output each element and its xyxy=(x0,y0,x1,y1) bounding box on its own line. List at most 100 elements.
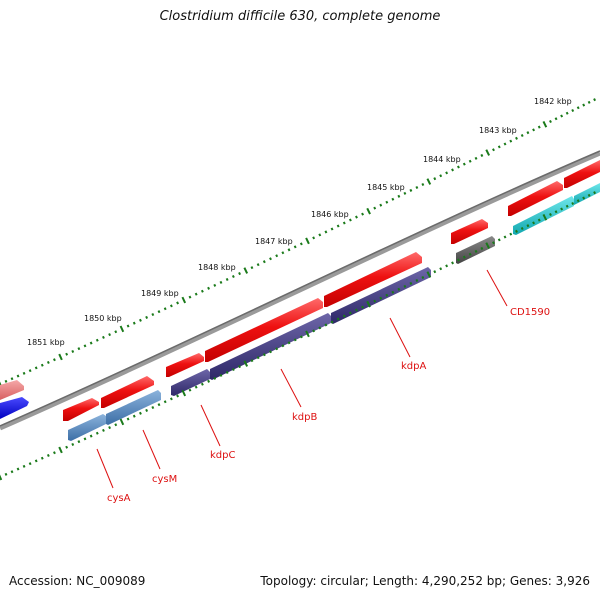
scale-labels: 1842 kbp 1843 kbp 1844 kbp 1845 kbp 1846 kbp… xyxy=(27,97,572,347)
scale-tick xyxy=(256,356,260,360)
cds-arrow xyxy=(63,398,99,421)
genome-summary-text: Topology: circular; Length: 4,290,252 bp… xyxy=(260,574,590,588)
scale-tick xyxy=(451,261,454,265)
scale-tick xyxy=(497,145,501,149)
scale-tick xyxy=(373,299,377,303)
scale-tick xyxy=(593,191,597,195)
scale-tick xyxy=(565,111,569,115)
scale-tick xyxy=(139,411,142,415)
scale-tick xyxy=(262,353,266,357)
scale-tick xyxy=(474,249,478,253)
scale-label: 1851 kbp xyxy=(27,338,65,347)
scale-tick xyxy=(439,174,443,178)
scale-tick xyxy=(324,323,328,327)
scale-tick xyxy=(145,408,149,412)
cds-arrow xyxy=(451,219,488,244)
scale-tick xyxy=(492,241,495,245)
scale-tick xyxy=(330,320,334,324)
scale-tick xyxy=(485,242,490,249)
scale-tick xyxy=(457,165,460,169)
scale-tick xyxy=(526,224,530,228)
scale-tick xyxy=(22,464,26,468)
scale-tick xyxy=(391,290,395,294)
scale-tick xyxy=(157,310,161,314)
scale-tick xyxy=(243,267,249,274)
cds-arrow xyxy=(564,160,600,188)
feature-block xyxy=(574,183,600,205)
scale-tick xyxy=(587,100,591,104)
scale-tick xyxy=(28,462,32,466)
gene-label-cd1590: CD1590 xyxy=(510,307,550,318)
scale-tick xyxy=(10,377,14,381)
scale-tick xyxy=(379,296,383,300)
scale-tick xyxy=(119,418,125,426)
scale-tick xyxy=(108,333,112,337)
gene-label-kdpc: kdpC xyxy=(210,450,235,461)
scale-tick xyxy=(312,329,316,333)
scale-tick xyxy=(445,264,449,268)
scale-tick xyxy=(468,252,472,256)
scale-tick xyxy=(238,272,241,276)
scale-tick xyxy=(83,437,87,441)
scale-tick xyxy=(188,388,192,392)
scale-tick xyxy=(318,233,322,237)
scale-tick xyxy=(114,330,118,334)
accession-text: Accession: NC_009089 xyxy=(9,574,146,588)
scale-tick xyxy=(571,201,575,206)
scale-tick xyxy=(213,283,217,287)
scale-tick xyxy=(336,317,340,321)
scale-tick xyxy=(157,403,161,407)
scale-tick xyxy=(480,246,484,250)
scale-tick xyxy=(366,300,371,308)
scale-tick xyxy=(542,120,548,128)
feature-block xyxy=(210,313,331,380)
scale-tick xyxy=(181,296,187,304)
scale-tick xyxy=(225,370,229,374)
scale-tick xyxy=(348,311,352,315)
scale-tick xyxy=(213,376,217,380)
scale-tick xyxy=(34,366,38,370)
scale-tick xyxy=(462,162,466,166)
scale-tick xyxy=(462,255,466,259)
scale-tick xyxy=(250,359,254,363)
scale-tick xyxy=(403,191,407,195)
scale-tick xyxy=(139,318,142,322)
scale-label: 1850 kbp xyxy=(84,314,122,323)
scale-tick xyxy=(312,236,316,240)
scale-tick xyxy=(169,304,173,308)
scale-tick xyxy=(207,379,210,383)
scale-tick xyxy=(207,286,210,290)
scale-tick xyxy=(65,352,69,356)
scale-tick xyxy=(71,442,75,446)
scale-tick xyxy=(554,117,558,121)
scale-label: 1846 kbp xyxy=(311,210,349,219)
scale-tick xyxy=(426,178,432,185)
scale-tick xyxy=(554,210,558,214)
scale-tick xyxy=(355,215,358,219)
scale-tick xyxy=(403,284,407,288)
scale-tick xyxy=(492,148,495,152)
scale-label: 1845 kbp xyxy=(367,183,405,192)
scale-tick xyxy=(324,230,328,234)
cds-arrow xyxy=(101,376,154,408)
scale-tick xyxy=(355,308,358,312)
scale-tick xyxy=(194,385,198,389)
scale-tick xyxy=(468,159,472,163)
scale-tick xyxy=(373,206,377,210)
scale-tick xyxy=(503,142,507,146)
scale-tick xyxy=(451,168,454,172)
genome-backbone-shade xyxy=(0,150,600,427)
scale-label: 1843 kbp xyxy=(479,126,517,135)
scale-tick xyxy=(336,224,340,228)
scale-tick xyxy=(4,379,8,383)
scale-tick xyxy=(409,188,413,192)
scale-tick xyxy=(571,108,575,113)
scale-tick xyxy=(515,136,518,140)
scale-tick xyxy=(415,278,419,283)
gene-label-cysa: cysA xyxy=(107,493,131,504)
scale-tick xyxy=(219,280,223,284)
scale-tick xyxy=(16,467,20,471)
scale-tick xyxy=(560,207,564,211)
scale-tick xyxy=(108,426,112,430)
scale-tick xyxy=(95,431,99,435)
